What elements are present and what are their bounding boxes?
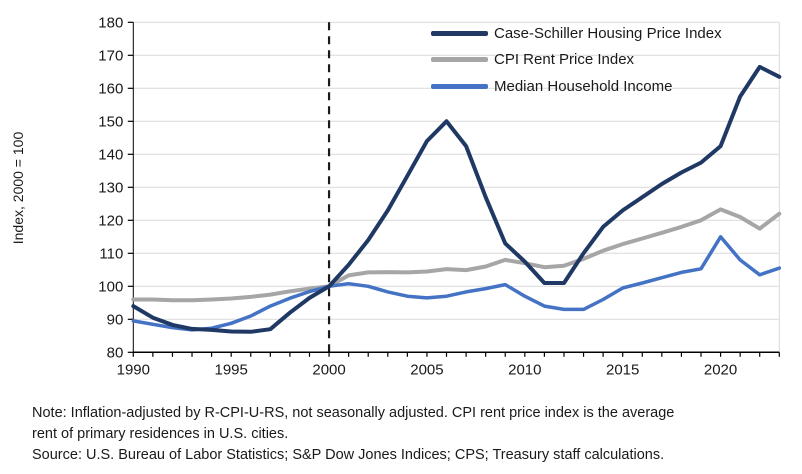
series-line-case-schiller-housing-price-index: [131, 64, 782, 334]
x-axis-tick-label: 2015: [606, 361, 639, 378]
y-axis-tick-label: 120: [98, 213, 123, 230]
y-axis-tick-label: 150: [98, 114, 123, 131]
x-axis-tick-label: 2000: [312, 361, 345, 378]
legend-line-swatch-case-schiller-housing-price-index: [431, 30, 488, 36]
series-line-median-household-income: [131, 235, 782, 332]
chart-notes: Note: Inflation-adjusted by R-CPI-U-RS, …: [32, 403, 782, 466]
y-axis-tick-label: 180: [98, 15, 123, 32]
legend-item-median-household-income: Median Household Income: [431, 73, 722, 100]
y-axis-tick-label: 140: [98, 147, 123, 164]
legend-label-case-schiller-housing-price-index: Case-Schiller Housing Price Index: [494, 24, 722, 42]
source-text: Source: U.S. Bureau of Labor Statistics;…: [32, 447, 665, 463]
legend-item-case-schiller-housing-price-index: Case-Schiller Housing Price Index: [431, 20, 722, 47]
legend-label-median-household-income: Median Household Income: [494, 77, 673, 95]
x-axis-tick-label: 1990: [117, 361, 150, 378]
y-axis-title: Index, 2000 = 100: [10, 131, 26, 245]
note-text-line2: rent of primary residences in U.S. citie…: [32, 426, 289, 442]
y-axis-tick-label: 130: [98, 180, 123, 197]
x-axis-tick-label: 1995: [214, 361, 247, 378]
y-axis-tick-label: 100: [98, 279, 123, 296]
x-axis-tick-label: 2010: [508, 361, 541, 378]
y-axis-tick-label: 80: [107, 345, 124, 362]
y-axis-tick-label: 170: [98, 48, 123, 65]
y-axis-tick-label: 160: [98, 81, 123, 98]
x-axis-tick-label: 2020: [704, 361, 737, 378]
legend: Case-Schiller Housing Price Index CPI Ren…: [431, 20, 722, 100]
chart-plot: 80 90 100 110 120 130 140 150 160 170 180 1990 1995 2…: [98, 15, 782, 378]
y-axis-tick-label: 110: [99, 246, 123, 263]
legend-line-swatch-median-household-income: [431, 84, 488, 89]
series-line-cpi-rent-price-index: [131, 207, 782, 303]
x-axis-tick-label: 2005: [410, 361, 443, 378]
y-axis-tick-label: 90: [107, 312, 124, 329]
legend-label-cpi-rent-price-index: CPI Rent Price Index: [494, 51, 635, 69]
legend-line-swatch-cpi-rent-price-index: [431, 57, 488, 63]
note-text-line1: Note: Inflation-adjusted by R-CPI-U-RS, …: [32, 405, 675, 421]
legend-item-cpi-rent-price-index: CPI Rent Price Index: [431, 47, 722, 74]
